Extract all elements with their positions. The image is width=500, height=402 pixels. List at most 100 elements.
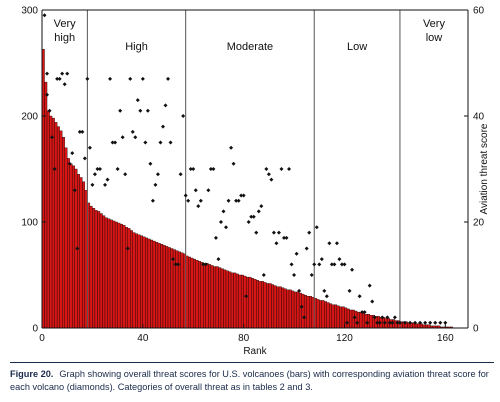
aviation-score-point [186,198,191,203]
bar [354,310,358,329]
aviation-score-point [355,320,360,325]
bar [316,299,320,329]
bar [175,250,179,329]
bar [160,244,164,329]
bar [240,274,244,329]
aviation-score-point [191,167,196,171]
bar [49,115,53,329]
y-tick-label: 0 [32,324,38,335]
bar [336,305,340,329]
aviation-score-point [188,167,193,171]
aviation-score-point [229,145,234,150]
bars-layer [41,49,454,329]
aviation-score-point [375,320,380,325]
category-dividers [86,10,401,328]
aviation-score-point [135,98,140,103]
bar [261,281,264,329]
bar [238,274,242,329]
bar [263,282,267,329]
bar [293,291,297,329]
aviation-score-point [97,167,102,171]
aviation-score-point [45,92,50,97]
aviation-score-point [365,320,370,325]
aviation-score-point [302,315,307,320]
aviation-score-point [70,151,75,156]
aviation-score-point [213,235,218,240]
aviation-score-point [103,182,108,187]
bar [286,289,290,329]
bar [147,238,151,329]
aviation-score-point [337,257,342,262]
bar [283,288,287,329]
bar [56,126,60,329]
bar [258,281,262,329]
category-labels: Very high High Moderate Low Very low [54,18,446,53]
aviation-score-point [307,230,312,235]
aviation-score-point [65,71,70,76]
bar [109,219,113,329]
bar [268,283,272,329]
y-tick-label: 300 [21,6,38,17]
aviation-score-point [362,310,367,315]
bar [208,264,212,329]
bar [329,303,333,329]
aviation-score-point [281,235,286,240]
bar [339,306,343,329]
bar [417,323,421,329]
bar [79,177,83,329]
bar [92,208,96,329]
aviation-score-point [314,225,319,230]
bar [188,256,191,329]
bar [271,284,275,329]
x-tick-label: 120 [336,333,353,344]
y-tick-label: 100 [21,218,38,229]
aviation-score-point [438,320,443,325]
aviation-score-point [153,182,158,187]
x-tick-label: 80 [238,333,250,344]
aviation-score-point [443,320,448,325]
bar [266,283,270,329]
bar [155,241,159,329]
caption-text: Graph showing overall threat scores for … [10,369,489,392]
aviation-score-point [259,204,264,209]
aviation-score-point [234,198,239,203]
aviation-score-point [47,108,52,113]
bar [135,233,138,329]
category-label: Moderate [227,41,273,53]
bar [142,236,146,329]
bar [54,122,58,329]
bar [114,221,118,329]
bar [69,163,73,329]
bar [253,279,257,329]
bar [251,278,254,329]
aviation-score-point [339,262,344,267]
bar [281,287,285,329]
aviation-score-point [261,273,266,277]
aviation-score-point [173,262,178,267]
bar [369,315,373,329]
aviation-score-point [256,209,261,214]
bar [278,286,282,329]
bar [303,294,307,329]
aviation-score-point [249,214,254,219]
aviation-score-point [264,167,269,171]
aviation-score-point [317,262,322,267]
category-label: Low [347,41,367,53]
aviation-score-point [266,172,271,177]
aviation-score-point [319,257,324,262]
aviation-score-point [327,241,332,246]
bar [215,266,219,329]
bar [140,235,144,329]
bar [157,243,161,329]
bar [326,302,330,329]
aviation-score-point [428,320,433,325]
bar [235,273,239,329]
bar [334,304,338,329]
bar [220,268,224,329]
bar [195,259,199,329]
aviation-score-point [251,214,256,219]
aviation-score-point [143,140,148,145]
y2-tick-label: 40 [473,112,485,123]
aviation-score-point [294,251,299,256]
bar [256,280,259,329]
